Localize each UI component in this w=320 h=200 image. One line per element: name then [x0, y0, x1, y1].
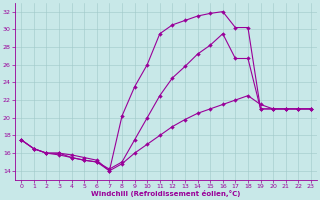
X-axis label: Windchill (Refroidissement éolien,°C): Windchill (Refroidissement éolien,°C): [92, 190, 241, 197]
